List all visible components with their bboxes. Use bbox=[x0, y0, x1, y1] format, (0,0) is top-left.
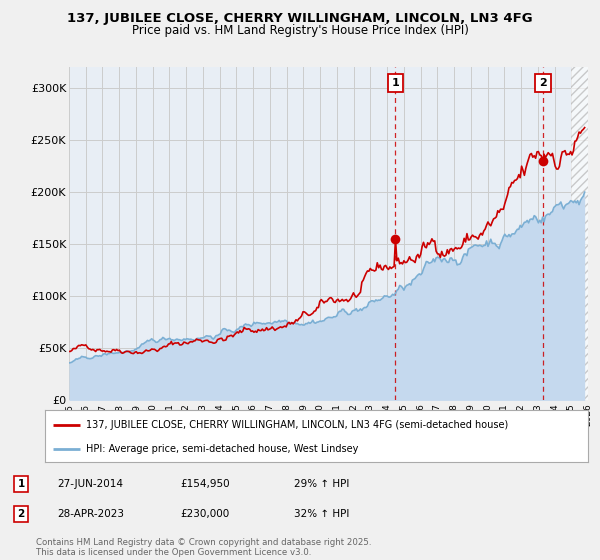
Text: 137, JUBILEE CLOSE, CHERRY WILLINGHAM, LINCOLN, LN3 4FG: 137, JUBILEE CLOSE, CHERRY WILLINGHAM, L… bbox=[67, 12, 533, 25]
Text: 2: 2 bbox=[17, 509, 25, 519]
Text: Price paid vs. HM Land Registry's House Price Index (HPI): Price paid vs. HM Land Registry's House … bbox=[131, 24, 469, 36]
Text: 29% ↑ HPI: 29% ↑ HPI bbox=[294, 479, 349, 489]
Text: HPI: Average price, semi-detached house, West Lindsey: HPI: Average price, semi-detached house,… bbox=[86, 444, 358, 454]
Text: 1: 1 bbox=[391, 78, 399, 88]
Text: £154,950: £154,950 bbox=[180, 479, 230, 489]
Text: 2: 2 bbox=[539, 78, 547, 88]
Text: £230,000: £230,000 bbox=[180, 509, 229, 519]
Text: 27-JUN-2014: 27-JUN-2014 bbox=[57, 479, 123, 489]
Text: Contains HM Land Registry data © Crown copyright and database right 2025.
This d: Contains HM Land Registry data © Crown c… bbox=[36, 538, 371, 557]
Text: 32% ↑ HPI: 32% ↑ HPI bbox=[294, 509, 349, 519]
Text: 1: 1 bbox=[17, 479, 25, 489]
Text: 137, JUBILEE CLOSE, CHERRY WILLINGHAM, LINCOLN, LN3 4FG (semi-detached house): 137, JUBILEE CLOSE, CHERRY WILLINGHAM, L… bbox=[86, 420, 508, 430]
Text: 28-APR-2023: 28-APR-2023 bbox=[57, 509, 124, 519]
